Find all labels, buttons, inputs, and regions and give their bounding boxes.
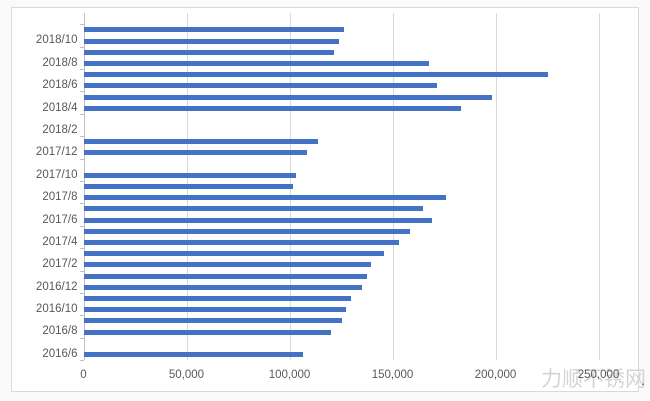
watermark: 力顺不锈网 [541,368,646,391]
watermark-dot: . [641,372,645,388]
chart-frame [11,7,639,392]
